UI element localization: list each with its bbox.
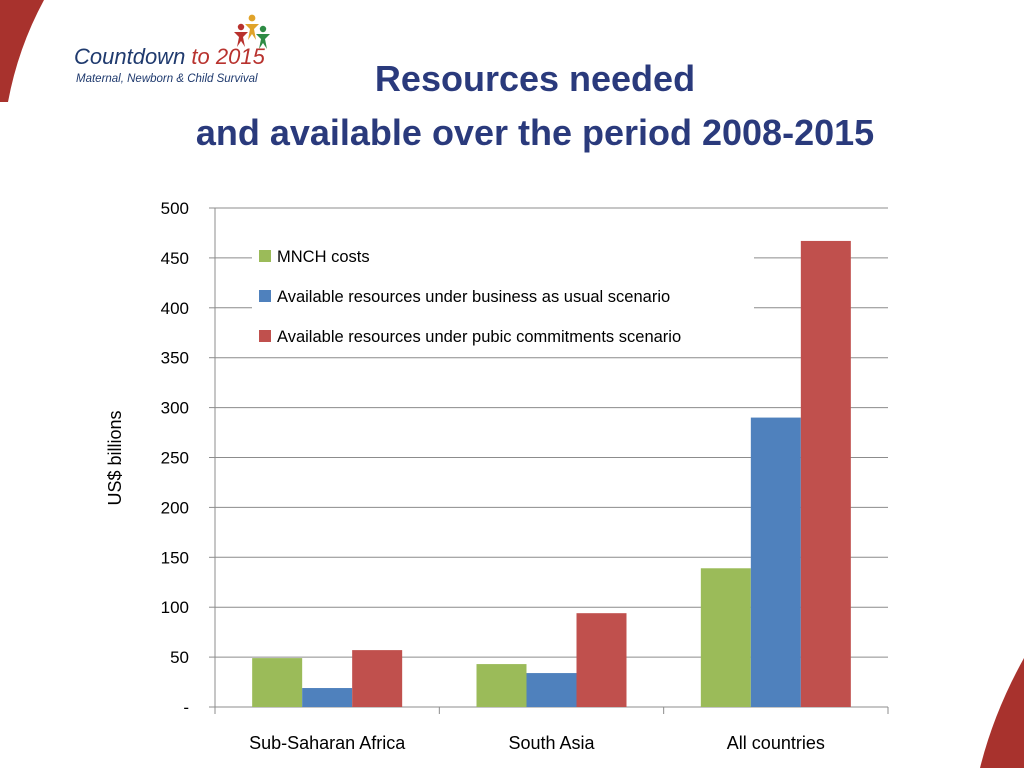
bar-mnch-costs	[252, 658, 303, 707]
top-left-corner-swoosh	[0, 0, 44, 102]
bar-business-as-usual	[750, 417, 801, 707]
y-tick-label: 400	[161, 299, 189, 318]
logo-tagline: Maternal, Newborn & Child Survival	[76, 73, 258, 85]
y-tick-label: -	[183, 698, 189, 717]
y-tick-label: 450	[161, 249, 189, 268]
logo-wordmark-part1: Countdown	[74, 44, 186, 69]
legend-swatch	[259, 250, 271, 262]
slide-title-line1: Resources needed	[374, 58, 696, 99]
legend-background	[252, 236, 754, 356]
x-tick-label: All countries	[727, 733, 825, 753]
legend-label: MNCH costs	[277, 248, 370, 266]
bar-mnch-costs	[476, 664, 527, 707]
y-tick-label: 100	[161, 598, 189, 617]
y-tick-label: 50	[170, 648, 189, 667]
y-axis-title: US$ billions	[105, 410, 125, 505]
logo-wordmark: Countdown to 2015	[74, 44, 265, 70]
x-tick-label: Sub-Saharan Africa	[249, 733, 406, 753]
countdown-logo: Countdown to 2015 Maternal, Newborn & Ch…	[74, 10, 314, 90]
x-tick-label: South Asia	[508, 733, 595, 753]
bar-public-commitments	[352, 650, 403, 707]
y-tick-label: 500	[161, 199, 189, 218]
bar-business-as-usual	[302, 688, 353, 707]
logo-wordmark-part2: to 2015	[185, 44, 265, 69]
legend-swatch	[259, 330, 271, 342]
bar-mnch-costs	[700, 568, 751, 707]
bar-public-commitments	[800, 240, 851, 707]
y-tick-label: 250	[161, 449, 189, 468]
legend-label: Available resources under business as us…	[277, 288, 670, 306]
legend-label: Available resources under pubic commitme…	[277, 328, 681, 346]
bottom-right-corner-swoosh	[980, 658, 1024, 768]
y-tick-label: 150	[161, 548, 189, 567]
y-tick-label: 300	[161, 399, 189, 418]
y-tick-label: 350	[161, 349, 189, 368]
legend-swatch	[259, 290, 271, 302]
logo-figures-icon	[234, 14, 270, 49]
bar-public-commitments	[576, 613, 627, 707]
y-tick-label: 200	[161, 498, 189, 517]
bar-business-as-usual	[526, 673, 577, 707]
slide-title-line2: and available over the period 2008-2015	[195, 112, 875, 153]
